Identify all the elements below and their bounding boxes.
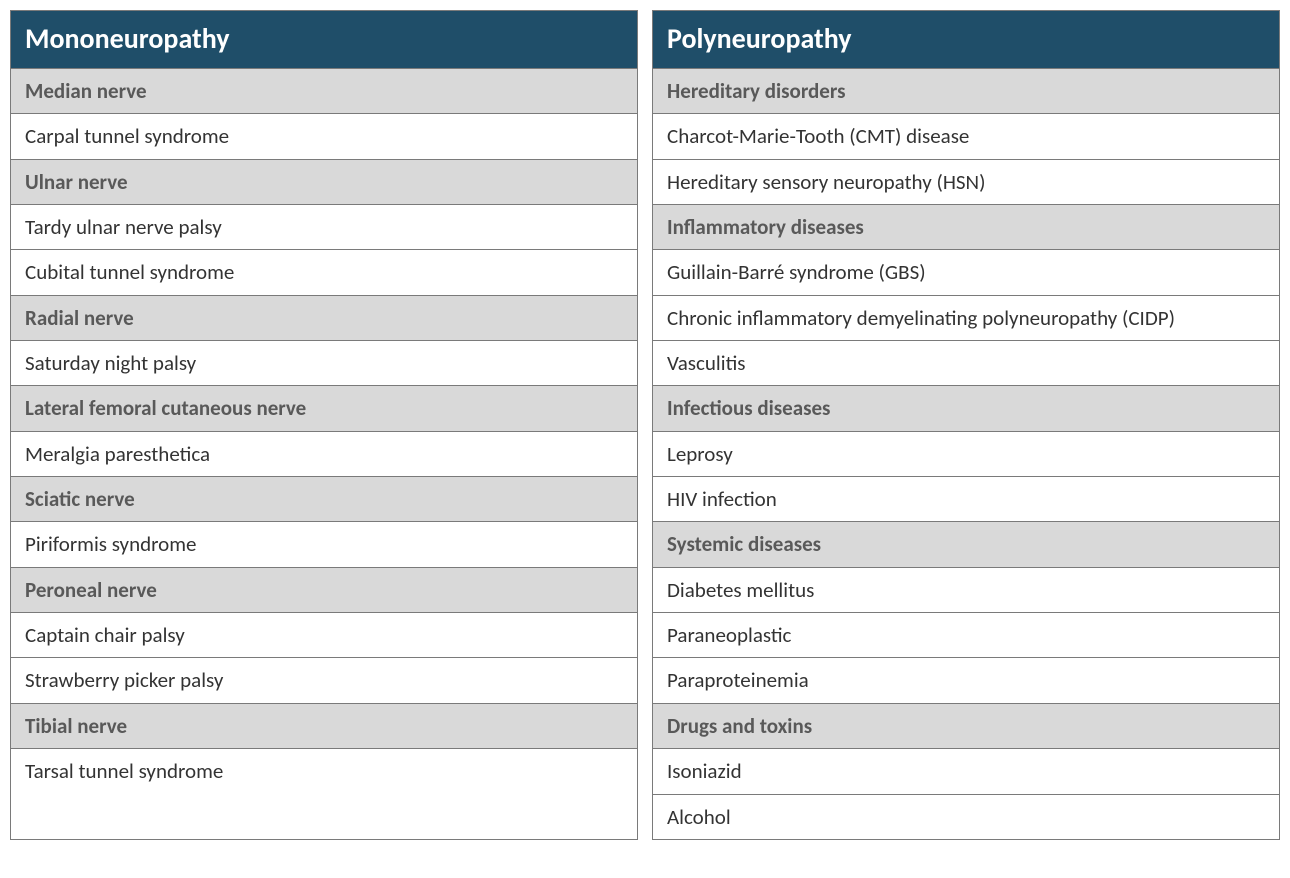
item-row: Isoniazid	[653, 748, 1279, 793]
subheader-row: Median nerve	[11, 68, 637, 113]
item-row: Cubital tunnel syndrome	[11, 249, 637, 294]
item-row: Captain chair palsy	[11, 612, 637, 657]
item-row: Hereditary sensory neuropathy (HSN)	[653, 159, 1279, 204]
subheader-row: Hereditary disorders	[653, 68, 1279, 113]
subheader-row: Lateral femoral cutaneous nerve	[11, 385, 637, 430]
subheader-row: Tibial nerve	[11, 703, 637, 748]
item-row: Vasculitis	[653, 340, 1279, 385]
item-row: Piriformis syndrome	[11, 521, 637, 566]
item-row: Strawberry picker palsy	[11, 657, 637, 702]
subheader-row: Inflammatory diseases	[653, 204, 1279, 249]
subheader-row: Systemic diseases	[653, 521, 1279, 566]
column-header: Mononeuropathy	[11, 11, 637, 68]
item-row: Charcot-Marie-Tooth (CMT) disease	[653, 113, 1279, 158]
subheader-row: Infectious diseases	[653, 385, 1279, 430]
mononeuropathy-column: Mononeuropathy Median nerve Carpal tunne…	[10, 10, 638, 840]
item-row: Paraneoplastic	[653, 612, 1279, 657]
subheader-row: Ulnar nerve	[11, 159, 637, 204]
item-row: Diabetes mellitus	[653, 567, 1279, 612]
column-header: Polyneuropathy	[653, 11, 1279, 68]
item-row: HIV infection	[653, 476, 1279, 521]
item-row: Guillain-Barré syndrome (GBS)	[653, 249, 1279, 294]
item-row: Paraproteinemia	[653, 657, 1279, 702]
polyneuropathy-column: Polyneuropathy Hereditary disorders Char…	[652, 10, 1280, 840]
item-row: Chronic inflammatory demyelinating polyn…	[653, 295, 1279, 340]
item-row: Saturday night palsy	[11, 340, 637, 385]
item-row: Alcohol	[653, 794, 1279, 839]
two-column-table: Mononeuropathy Median nerve Carpal tunne…	[10, 10, 1280, 840]
item-row: Leprosy	[653, 431, 1279, 476]
item-row: Tardy ulnar nerve palsy	[11, 204, 637, 249]
item-row: Meralgia paresthetica	[11, 431, 637, 476]
item-row: Carpal tunnel syndrome	[11, 113, 637, 158]
item-row: Tarsal tunnel syndrome	[11, 748, 637, 793]
subheader-row: Drugs and toxins	[653, 703, 1279, 748]
subheader-row: Sciatic nerve	[11, 476, 637, 521]
subheader-row: Radial nerve	[11, 295, 637, 340]
subheader-row: Peroneal nerve	[11, 567, 637, 612]
